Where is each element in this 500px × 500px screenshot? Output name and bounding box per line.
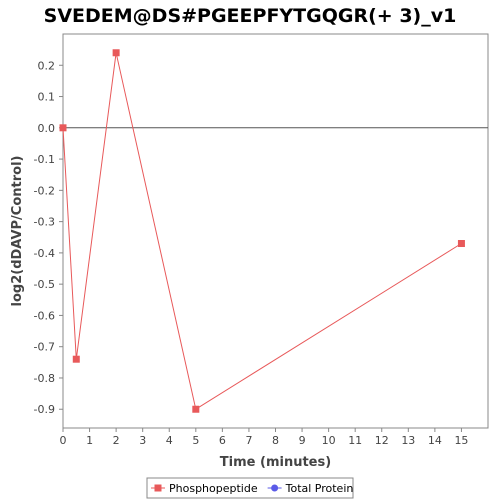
y-tick-label: 0.0 — [38, 122, 56, 135]
legend-marker — [154, 484, 162, 492]
data-point — [59, 124, 67, 132]
chart-title: SVEDEM@DS#PGEEPFYTGQGR(+ 3)_v1 — [44, 5, 457, 27]
x-tick-label: 5 — [192, 434, 199, 447]
x-tick-label: 3 — [139, 434, 146, 447]
x-tick-label: 6 — [219, 434, 226, 447]
x-tick-label: 11 — [348, 434, 362, 447]
x-tick-label: 12 — [375, 434, 389, 447]
y-tick-label: -0.1 — [34, 153, 55, 166]
data-point — [72, 355, 80, 363]
x-axis-ticks: 0 1 2 3 4 5 6 7 8 9 10 11 12 13 14 15 — [60, 428, 468, 447]
y-tick-label: -0.3 — [34, 216, 55, 229]
x-tick-label: 4 — [166, 434, 173, 447]
y-tick-label: -0.9 — [34, 403, 55, 416]
legend-label: Total Protein — [285, 482, 354, 495]
legend-items: Phosphopeptide Total Protein — [151, 482, 353, 495]
y-tick-label: 0.2 — [38, 59, 56, 72]
data-point — [457, 240, 465, 248]
y-tick-label: -0.8 — [34, 372, 55, 385]
y-tick-label: -0.7 — [34, 341, 55, 354]
x-tick-label: 0 — [60, 434, 67, 447]
x-tick-label: 15 — [454, 434, 468, 447]
y-tick-label: -0.4 — [34, 247, 55, 260]
x-tick-label: 1 — [86, 434, 93, 447]
y-tick-label: -0.5 — [34, 278, 55, 291]
legend: Phosphopeptide Total Protein — [146, 477, 354, 499]
x-tick-label: 2 — [113, 434, 120, 447]
data-point — [112, 49, 120, 57]
data-point — [192, 405, 200, 413]
y-tick-label: -0.2 — [34, 184, 55, 197]
y-tick-label: 0.1 — [38, 91, 56, 104]
y-axis-label: log2(dDAVP/Control) — [10, 156, 25, 307]
x-axis-label: Time (minutes) — [220, 455, 331, 470]
x-tick-label: 10 — [322, 434, 336, 447]
legend-marker — [271, 484, 279, 492]
x-tick-label: 9 — [299, 434, 306, 447]
x-tick-label: 14 — [428, 434, 442, 447]
legend-box — [146, 477, 354, 499]
y-tick-label: -0.6 — [34, 309, 55, 322]
series-group — [59, 49, 465, 413]
x-tick-label: 8 — [272, 434, 279, 447]
y-axis-ticks: 0.2 0.1 0.0 -0.1 -0.2 -0.3 -0.4 -0.5 -0.6 -0.7 -0.… — [34, 59, 63, 416]
x-tick-label: 13 — [401, 434, 415, 447]
x-tick-label: 7 — [245, 434, 252, 447]
plot-area — [62, 33, 489, 429]
legend-label: Phosphopeptide — [169, 482, 258, 495]
